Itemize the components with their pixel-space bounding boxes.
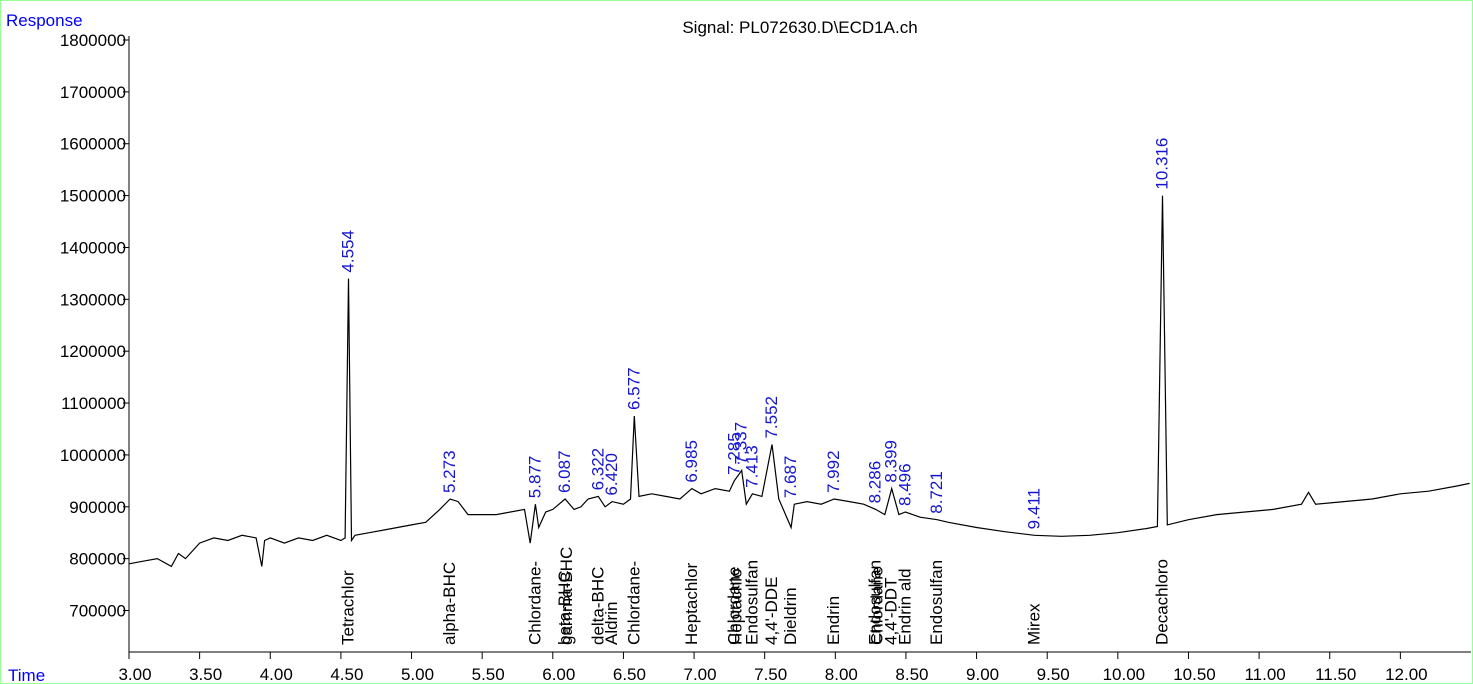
y-axis-label: Response — [6, 11, 83, 30]
peak-label: 8.399 — [882, 440, 901, 483]
x-tick-label: 3.00 — [118, 665, 151, 684]
peak-label: 7.413 — [742, 445, 761, 488]
x-tick-label: 12.00 — [1385, 665, 1428, 684]
peak-label: 8.286 — [866, 461, 885, 504]
y-tick-label: 800000 — [69, 550, 126, 569]
signal-trace — [128, 195, 1470, 568]
y-tick-label: 1200000 — [60, 342, 126, 361]
compound-label: Tetrachlor — [339, 570, 358, 645]
compound-label: beta-BHC — [555, 570, 574, 645]
compound-label: Endosulfan — [742, 560, 761, 645]
x-tick-label: 8.00 — [825, 665, 858, 684]
peak-label: 7.992 — [824, 450, 843, 493]
peak-label: 7.552 — [762, 396, 781, 439]
peak-label: 8.496 — [895, 463, 914, 506]
compound-label: Decachloro — [1152, 559, 1171, 645]
y-tick-label: 1500000 — [60, 187, 126, 206]
x-axis-label: Time — [8, 666, 45, 684]
peak-label: 6.087 — [555, 450, 574, 493]
compound-label: 4,4'-DDT — [882, 578, 901, 645]
peak-label: 6.322 — [588, 448, 607, 491]
peak-label: 10.316 — [1152, 138, 1171, 190]
x-tick-label: 6.00 — [542, 665, 575, 684]
peak-label: 4.554 — [339, 230, 358, 273]
x-tick-label: 11.00 — [1244, 665, 1285, 684]
x-tick-label: 9.00 — [966, 665, 999, 684]
y-tick-label: 1400000 — [60, 238, 126, 257]
x-tick-label: 8.50 — [895, 665, 928, 684]
compound-label: gamma-BHC — [557, 547, 576, 645]
compound-label: 4,4'-DDE — [762, 577, 781, 645]
x-tick-label: 5.00 — [401, 665, 434, 684]
peak-label: 5.877 — [525, 456, 544, 499]
peak-label: 8.721 — [927, 471, 946, 514]
chart-title: Signal: PL072630.D\ECD1A.ch — [682, 18, 917, 37]
compound-label: Chlordane- — [624, 561, 643, 645]
peak-label: 5.273 — [440, 450, 459, 493]
x-tick-label: 7.00 — [684, 665, 717, 684]
compound-label: delta-BHC — [588, 567, 607, 645]
peak-label: 7.687 — [781, 456, 800, 499]
compound-label: Aldrin — [602, 602, 621, 645]
compound-label: Endosulfan — [927, 560, 946, 645]
y-tick-label: 900000 — [69, 498, 126, 517]
x-tick-label: 4.50 — [330, 665, 363, 684]
compound-label: Dieldrin — [781, 587, 800, 645]
compound-label: Chlordane — [724, 567, 743, 645]
compound-label: Endrin ald — [895, 568, 914, 645]
x-tick-label: 7.50 — [754, 665, 787, 684]
x-tick-label: 4.00 — [260, 665, 293, 684]
peak-label: 7.337 — [732, 422, 751, 465]
compound-label: Heptachlor — [682, 562, 701, 645]
compound-label: Heptachlo — [726, 568, 745, 645]
peak-label: 6.985 — [682, 440, 701, 483]
compound-label: alpha-BHC — [440, 562, 459, 645]
y-tick-label: 1100000 — [61, 394, 126, 413]
compound-label: Chlordane — [868, 567, 887, 645]
peak-label: 6.420 — [602, 453, 621, 496]
x-tick-label: 11.50 — [1315, 665, 1356, 684]
y-tick-label: 1300000 — [60, 290, 126, 309]
peak-label: 6.577 — [624, 367, 643, 410]
x-tick-label: 5.50 — [472, 665, 505, 684]
compound-label: Endosulfan — [866, 560, 885, 645]
y-tick-label: 700000 — [69, 602, 126, 621]
peak-label: 7.285 — [724, 432, 743, 475]
x-tick-label: 6.50 — [613, 665, 646, 684]
peak-label: 9.411 — [1025, 488, 1044, 529]
compound-label: Mirex — [1025, 603, 1044, 645]
y-tick-label: 1000000 — [60, 446, 126, 465]
x-tick-label: 9.50 — [1037, 665, 1070, 684]
y-tick-label: 1700000 — [60, 83, 126, 102]
x-tick-label: 10.50 — [1173, 665, 1216, 684]
x-tick-label: 10.00 — [1103, 665, 1146, 684]
y-tick-label: 1800000 — [60, 31, 126, 50]
y-tick-label: 1600000 — [60, 135, 126, 154]
x-tick-label: 3.50 — [189, 665, 222, 684]
compound-label: Chlordane- — [525, 561, 544, 645]
compound-label: Endrin — [824, 596, 843, 645]
